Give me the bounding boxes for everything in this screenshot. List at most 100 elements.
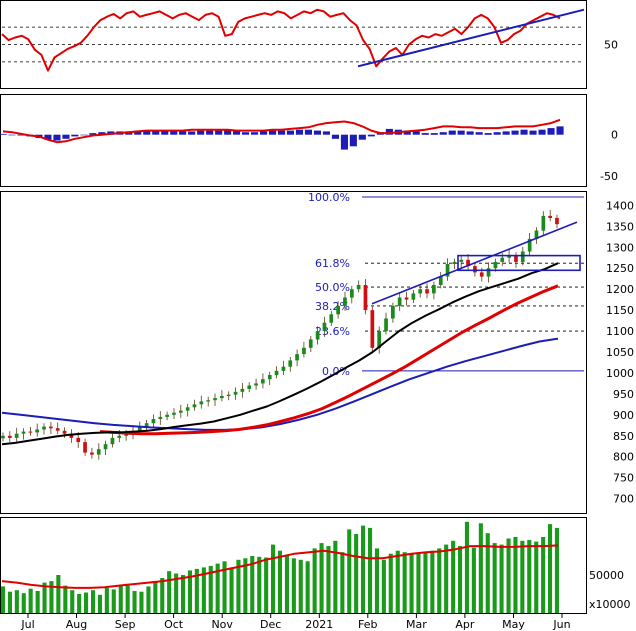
macd-hist-bar	[215, 130, 223, 135]
candle-body	[350, 289, 354, 298]
macd-hist-bar	[313, 130, 321, 135]
volume-bar	[208, 565, 213, 613]
price-tick-label-14: 1400	[606, 199, 634, 212]
volume-bar	[395, 550, 400, 613]
macd-hist-bar	[493, 132, 501, 135]
macd-hist-bar	[520, 129, 528, 135]
candle-body	[479, 272, 484, 277]
volume-bar	[409, 553, 414, 613]
volume-bar	[181, 575, 186, 613]
macd-layer: 0 -50	[0, 118, 618, 183]
volume-bar	[104, 587, 109, 613]
candle-body	[466, 259, 470, 267]
macd-hist-bar	[448, 130, 456, 135]
candle-body	[493, 261, 498, 269]
x-tick-label-9: Apr	[455, 618, 475, 631]
volume-bar	[541, 537, 546, 613]
volume-bar	[506, 538, 511, 613]
candle-body	[274, 370, 279, 376]
candle-body	[322, 322, 327, 332]
macd-hist-bar	[466, 131, 474, 135]
price-trend-line	[371, 221, 578, 305]
candle-body	[1, 435, 5, 439]
macd-hist-bar	[358, 134, 366, 140]
volume-bar	[201, 567, 206, 613]
volume-bar	[326, 546, 331, 613]
macd-hist-bar	[71, 134, 79, 137]
candle-body	[220, 396, 224, 399]
volume-bar	[513, 537, 518, 613]
candle-body	[486, 268, 491, 277]
macd-hist-bar	[269, 130, 277, 135]
macd-panel-frame	[0, 94, 587, 187]
candle-body	[445, 264, 450, 277]
volume-bar	[91, 590, 96, 613]
candle-body	[507, 255, 511, 258]
volume-bar	[471, 547, 476, 613]
macd-hist-bar	[457, 130, 465, 135]
candle-body	[438, 276, 443, 285]
candle-body	[185, 407, 190, 411]
volume-bar	[458, 546, 463, 613]
rsi-panel-frame	[0, 0, 587, 89]
volume-bar	[499, 544, 504, 613]
volume-bar	[236, 559, 241, 613]
macd-hist-bar	[529, 130, 537, 135]
candle-body	[110, 437, 115, 445]
volume-bar	[56, 575, 61, 613]
candle-body	[165, 414, 169, 417]
candle-body	[397, 297, 402, 306]
candle-body	[363, 285, 368, 311]
fib-label-4: 23.6%	[315, 325, 350, 338]
macd-hist-bar	[502, 131, 510, 135]
price-tick-label-1: 750	[613, 472, 634, 485]
macd-hist-bar	[179, 131, 187, 135]
macd-hist-bar	[556, 126, 564, 135]
candle-body	[76, 437, 81, 443]
volume-bar	[312, 548, 317, 613]
candle-body	[151, 419, 156, 424]
price-panel-frame	[0, 191, 587, 514]
candle-body	[117, 435, 122, 438]
candle-body	[302, 347, 306, 355]
volume-bar	[388, 553, 393, 613]
candle-body	[425, 289, 429, 294]
candle-body	[137, 427, 142, 431]
volume-bar	[548, 524, 553, 613]
macd-hist-bar	[17, 134, 25, 136]
candle-body	[90, 452, 94, 455]
macd-line	[2, 118, 561, 144]
volume-bar	[478, 523, 483, 613]
candle-body	[391, 305, 395, 319]
candle-body	[206, 400, 210, 402]
candle-body	[158, 416, 163, 419]
macd-hist-bar	[331, 134, 339, 139]
volume-bar	[125, 585, 130, 613]
macd-hist-bar	[340, 134, 348, 150]
macd-hist-bar	[0, 133, 7, 135]
candle-body	[514, 255, 518, 262]
volume-bar	[402, 552, 407, 613]
macd-tick-label-0: 0	[611, 129, 618, 142]
candle-body	[192, 404, 197, 408]
macd-hist-bar	[367, 134, 375, 137]
rsi-tick-label-0: 50	[604, 39, 618, 52]
candle-body	[35, 429, 39, 433]
x-axis: Jul Aug Sep Oct Nov Dec 2021 Feb Mar Apr May Jun	[20, 613, 571, 631]
price-tick-label-13: 1350	[606, 220, 634, 233]
volume-layer: 50000	[0, 521, 624, 613]
x-tick-label-3: Oct	[164, 618, 184, 631]
macd-hist-bar	[188, 131, 196, 135]
volume-bar	[7, 591, 12, 613]
price-tick-label-10: 1200	[606, 283, 634, 296]
candle-body	[179, 410, 183, 413]
volume-bar	[21, 593, 26, 613]
candle-body	[411, 293, 416, 300]
volume-bar	[222, 561, 227, 613]
volume-bar	[42, 582, 47, 613]
fib-label-2: 50.0%	[315, 281, 350, 294]
volume-bar	[139, 591, 144, 613]
macd-hist-bar	[511, 130, 519, 135]
volume-bar	[167, 571, 172, 613]
macd-hist-bar	[260, 131, 268, 135]
